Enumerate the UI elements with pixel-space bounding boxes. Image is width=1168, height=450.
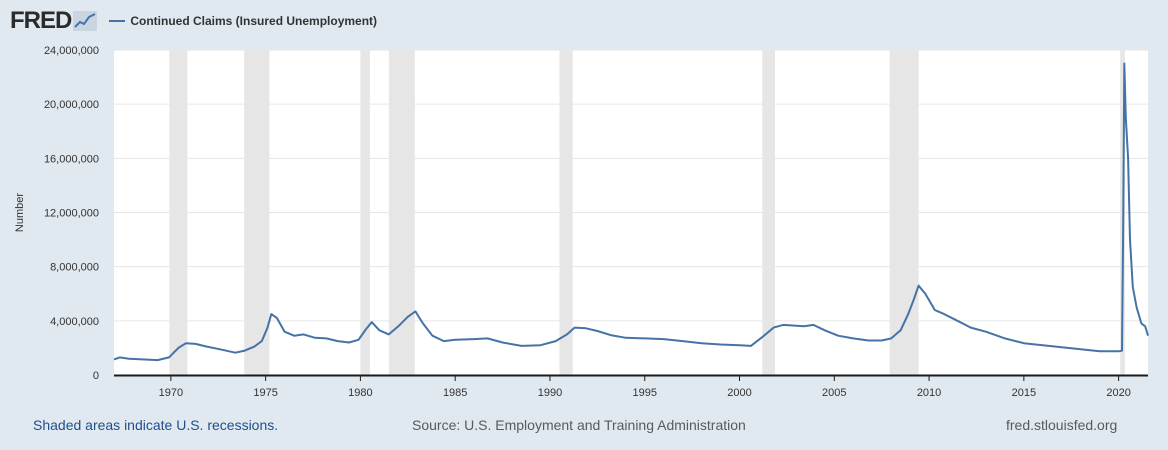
y-tick-label: 16,000,000 [44,153,99,165]
x-tick-label: 1985 [443,387,467,399]
y-tick-label: 8,000,000 [50,262,99,274]
chart-header: FRED Continued Claims (Insured Unemploym… [10,8,377,34]
site-link[interactable]: fred.stlouisfed.org [1006,417,1118,433]
graph-icon [73,11,98,31]
y-tick-label: 0 [93,370,99,382]
fred-logo[interactable]: FRED [10,7,98,34]
legend: Continued Claims (Insured Unemployment) [109,14,377,28]
x-tick-label: 1975 [253,387,277,399]
legend-swatch [109,20,126,22]
y-tick-label: 4,000,000 [50,316,99,328]
y-tick-label: 12,000,000 [44,208,99,220]
x-tick-label: 1980 [348,387,372,399]
y-tick-label: 24,000,000 [44,45,99,57]
x-tick-label: 1995 [633,387,657,399]
x-tick-label: 2020 [1106,387,1130,399]
fred-logo-text: FRED [10,7,72,34]
x-tick-label: 2000 [727,387,751,399]
x-tick-label: 2010 [917,387,941,399]
x-tick-label: 1990 [538,387,562,399]
legend-label: Continued Claims (Insured Unemployment) [130,14,378,28]
y-tick-label: 20,000,000 [44,99,99,111]
x-tick-label: 2015 [1012,387,1036,399]
x-tick-label: 1970 [159,387,183,399]
recessions-note[interactable]: Shaded areas indicate U.S. recessions. [33,417,279,433]
y-axis-label: Number [14,193,26,232]
source-note: Source: U.S. Employment and Training Adm… [412,417,746,433]
series-line [113,62,1149,362]
x-tick-label: 2005 [822,387,846,399]
